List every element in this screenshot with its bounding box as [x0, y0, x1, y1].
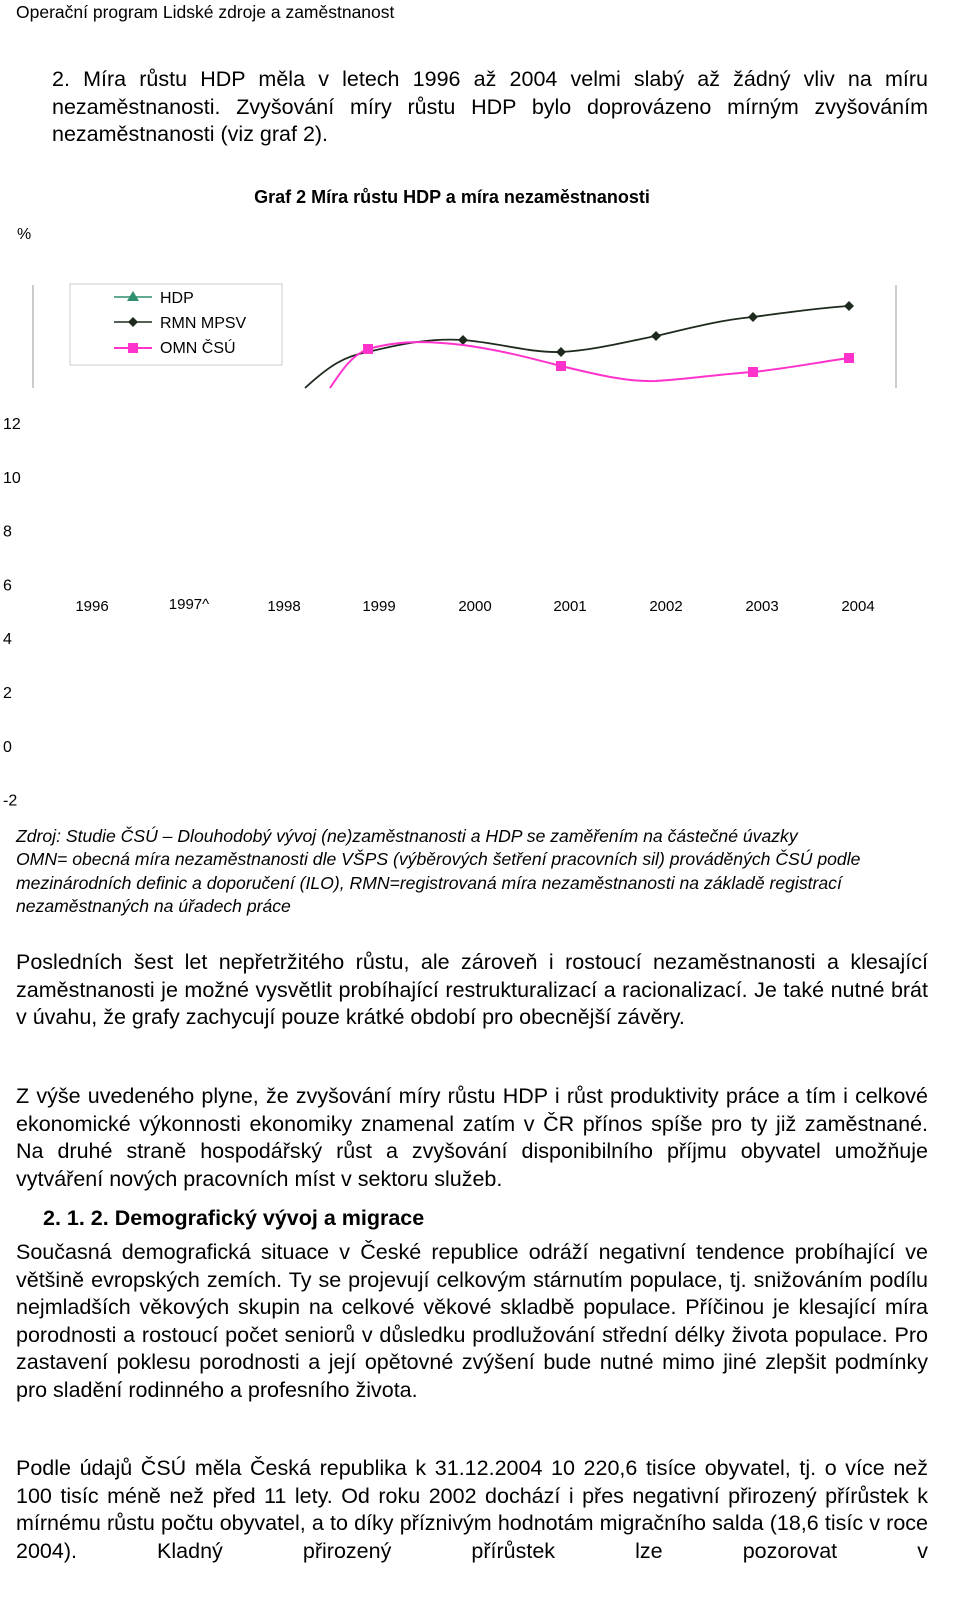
- legend-box: [69, 283, 283, 366]
- paragraph: Současná demografická situace v České re…: [16, 1240, 928, 1402]
- x-label: 2002: [649, 598, 682, 615]
- legend-label: OMN ČSÚ: [160, 338, 236, 357]
- y-label: 12: [3, 416, 21, 433]
- marker: [363, 344, 373, 354]
- x-label: 1998: [267, 598, 300, 615]
- section-heading: 2. 1. 2. Demografický vývoj a migrace: [43, 1206, 425, 1230]
- x-labels: 1996 1997^ 1998 1999 2000 2001 2002 2003 2004: [75, 596, 874, 615]
- legend-marker: [128, 343, 138, 353]
- note: Zdroj: Studie ČSÚ – Dlouhodobý vývoj (ne…: [16, 826, 798, 846]
- note: OMN= obecná míra nezaměstnanosti dle VŠP…: [16, 849, 861, 917]
- x-label: 1999: [362, 598, 395, 615]
- marker: [844, 353, 854, 363]
- y-label: 6: [3, 577, 12, 594]
- y-label: 8: [3, 524, 12, 541]
- y-label: 2: [3, 685, 12, 702]
- y-label: 4: [3, 631, 12, 648]
- legend-marker: [127, 291, 139, 301]
- x-label: 2001: [553, 598, 586, 615]
- rmn-curve: [304, 305, 850, 389]
- figure-notes: Zdroj: Studie ČSÚ – Dlouhodobý vývoj (ne…: [16, 825, 936, 919]
- unit-label: %: [17, 226, 31, 243]
- omn-markers: [363, 344, 854, 377]
- paragraph: Posledních šest let nepřetržitého růstu,…: [16, 950, 928, 1030]
- marker: [556, 347, 566, 357]
- x-label: 2003: [745, 598, 778, 615]
- paragraph: Z výše uvedeného plyne, že zvyšování mír…: [16, 1084, 928, 1191]
- y-label: 10: [3, 470, 21, 487]
- rmn-markers: [458, 301, 854, 357]
- marker: [844, 301, 854, 311]
- intro-item: 2. Míra růstu HDP měla v letech 1996 až …: [52, 67, 928, 147]
- figure-title: Graf 2 Míra růstu HDP a míra nezaměstnan…: [254, 187, 650, 207]
- marker: [458, 335, 468, 345]
- figure: Graf 2 Míra růstu HDP a míra nezaměstnan…: [3, 187, 897, 810]
- x-label: 1997^: [169, 596, 209, 613]
- legend-marker: [128, 317, 138, 327]
- y-label: 0: [3, 739, 12, 756]
- legend-label: RMN MPSV: [160, 315, 247, 332]
- marker: [748, 367, 758, 377]
- header-title: Operační program Lidské zdroje a zaměstn…: [16, 2, 395, 22]
- y-label: -2: [3, 793, 17, 810]
- marker: [556, 361, 566, 371]
- paragraph: Podle údajů ČSÚ měla Česká republika k 3…: [16, 1456, 928, 1563]
- x-label: 2000: [458, 598, 491, 615]
- x-label: 1996: [75, 598, 108, 615]
- y-labels: 12 10 8 6 4 2 0 -2: [3, 416, 21, 810]
- legend-label: HDP: [160, 290, 194, 307]
- marker: [651, 331, 661, 341]
- x-label: 2004: [841, 598, 874, 615]
- marker: [748, 312, 758, 322]
